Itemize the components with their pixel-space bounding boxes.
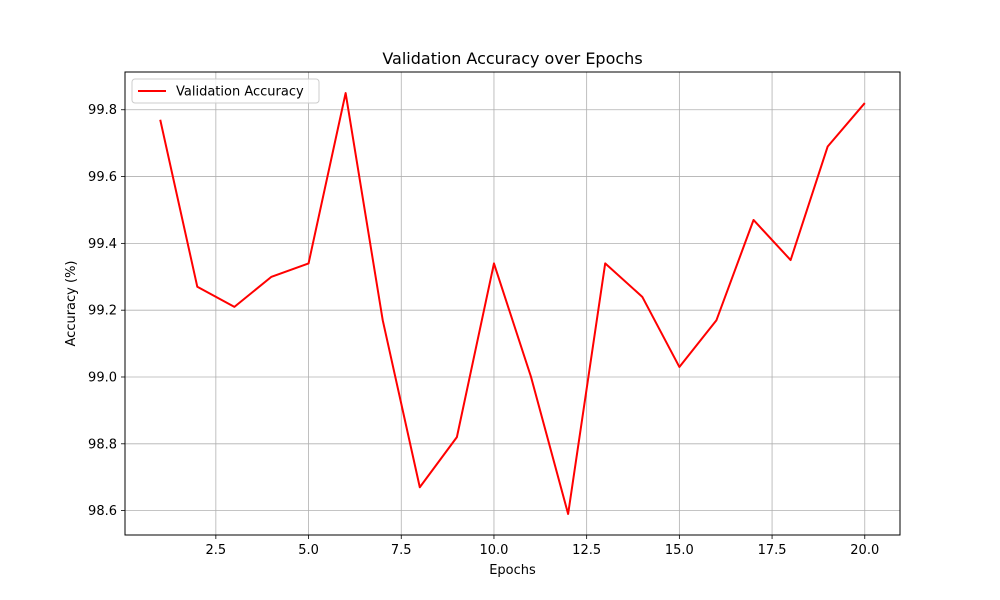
x-axis-title: Epochs — [489, 563, 536, 578]
y-tick-label: 98.6 — [88, 504, 117, 519]
y-axis: 98.6 98.8 99.0 99.2 99.4 99.6 99.8 — [88, 103, 125, 519]
x-tick-label: 7.5 — [391, 543, 412, 558]
series-layer — [159, 92, 866, 515]
x-tick-label: 12.5 — [572, 543, 601, 558]
x-tick-label: 20.0 — [850, 543, 879, 558]
legend-label: Validation Accuracy — [176, 85, 304, 100]
y-tick-label: 99.2 — [88, 304, 117, 319]
x-tick-label: 5.0 — [298, 543, 319, 558]
legend: Validation Accuracy — [131, 78, 320, 104]
y-tick-label: 99.6 — [88, 170, 117, 185]
y-tick-label: 99.8 — [88, 103, 117, 118]
x-tick-label: 15.0 — [665, 543, 694, 558]
legend-box — [131, 78, 320, 104]
series-line — [159, 92, 866, 515]
y-axis-title: Accuracy (%) — [64, 261, 79, 347]
plot-area-frame — [124, 71, 901, 536]
x-axis: 2.5 5.0 7.5 10.0 12.5 15.0 17.5 20.0 — [206, 535, 879, 558]
x-tick-label: 2.5 — [206, 543, 227, 558]
chart-title: Validation Accuracy over Epochs — [382, 49, 642, 68]
y-tick-label: 99.0 — [88, 370, 117, 385]
x-tick-label: 17.5 — [758, 543, 787, 558]
y-tick-label: 99.4 — [88, 237, 117, 252]
grid — [125, 72, 900, 535]
y-tick-label: 98.8 — [88, 437, 117, 452]
x-tick-label: 10.0 — [479, 543, 508, 558]
